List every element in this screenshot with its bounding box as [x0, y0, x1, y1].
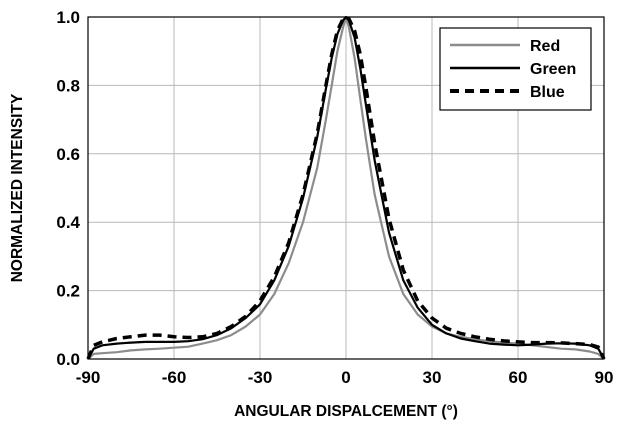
x-axis-title: ANGULAR DISPALCEMENT (°) [234, 403, 458, 420]
legend-label-red: Red [530, 38, 560, 55]
y-tick-label: 0.6 [56, 145, 80, 164]
y-tick-label: 0.8 [56, 76, 80, 95]
x-tick-label: -30 [248, 368, 273, 387]
x-tick-label: 30 [423, 368, 442, 387]
legend: Red Green Blue [439, 27, 592, 111]
series-line-green [87, 15, 605, 360]
tick-labels: -90 -60 -30 0 30 60 90 0.0 0.2 0.4 0.6 0.8 1.0 [56, 8, 613, 387]
y-tick-label: 1.0 [56, 8, 80, 27]
x-tick-label: 90 [595, 368, 614, 387]
y-tick-label: 0.0 [56, 350, 80, 369]
x-tick-label: 60 [509, 368, 528, 387]
x-tick-label: 0 [341, 368, 350, 387]
x-tick-label: -90 [76, 368, 101, 387]
y-tick-label: 0.2 [56, 282, 80, 301]
legend-label-blue: Blue [530, 84, 565, 101]
legend-label-green: Green [530, 61, 576, 78]
y-axis-title: NORMALIZED INTENSITY [9, 93, 26, 282]
x-tick-label: -60 [162, 368, 187, 387]
series-lines [86, 15, 606, 360]
y-tick-label: 0.4 [56, 213, 80, 232]
